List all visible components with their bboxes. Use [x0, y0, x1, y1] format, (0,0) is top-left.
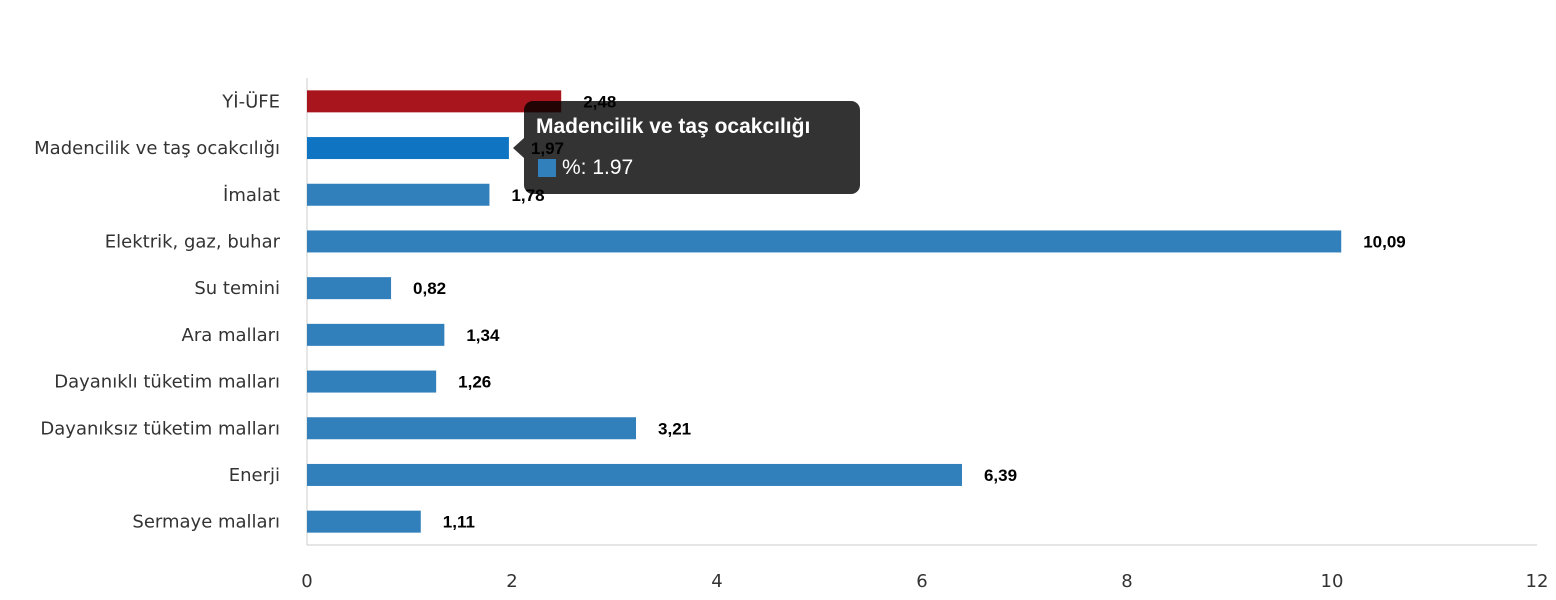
bar[interactable]: [307, 277, 392, 300]
category-label: Yİ-ÜFE: [221, 90, 280, 112]
tooltip-row: %: 1.97: [538, 156, 633, 180]
bar[interactable]: [307, 417, 637, 440]
category-label: Su temini: [194, 278, 280, 299]
data-label: 6,39: [984, 466, 1017, 485]
x-tick-label: 12: [1526, 571, 1549, 592]
category-label: İmalat: [223, 185, 280, 206]
data-label: 0,82: [413, 279, 446, 298]
tooltip-value: %: 1.97: [562, 156, 634, 179]
bar[interactable]: [307, 323, 445, 346]
bar[interactable]: [307, 510, 421, 533]
tooltip-series-swatch: [538, 159, 556, 177]
bar[interactable]: [307, 463, 962, 486]
data-label: 10,09: [1363, 232, 1406, 251]
x-tick-label: 6: [916, 571, 927, 592]
bar[interactable]: [307, 370, 437, 393]
x-tick-label: 8: [1121, 571, 1132, 592]
x-tick-label: 4: [711, 571, 722, 592]
data-label: 1,26: [458, 373, 491, 392]
category-label: Enerji: [229, 465, 280, 486]
x-tick-label: 0: [301, 571, 312, 592]
x-tick-label: 2: [506, 571, 517, 592]
tooltip-arrow: [513, 138, 524, 158]
category-label: Ara malları: [182, 325, 280, 346]
category-label: Sermaye malları: [132, 512, 280, 533]
category-label: Dayanıksız tüketim malları: [40, 418, 280, 439]
category-label: Dayanıklı tüketim malları: [54, 372, 280, 393]
category-label: Madencilik ve taş ocakcılığı: [34, 138, 280, 159]
tooltip: Madencilik ve taş ocakcılığı %: 1.97: [513, 101, 860, 194]
x-tick-label: 10: [1321, 571, 1344, 592]
bar[interactable]: [307, 183, 490, 206]
category-label: Elektrik, gaz, buhar: [105, 231, 281, 252]
data-label: 3,21: [658, 419, 691, 438]
bar[interactable]: [307, 230, 1342, 253]
tooltip-title: Madencilik ve taş ocakcılığı: [536, 115, 811, 138]
bar[interactable]: [307, 90, 562, 113]
data-label: 1,34: [466, 326, 500, 345]
data-label: 1,11: [443, 513, 475, 532]
bar[interactable]: [307, 137, 509, 160]
